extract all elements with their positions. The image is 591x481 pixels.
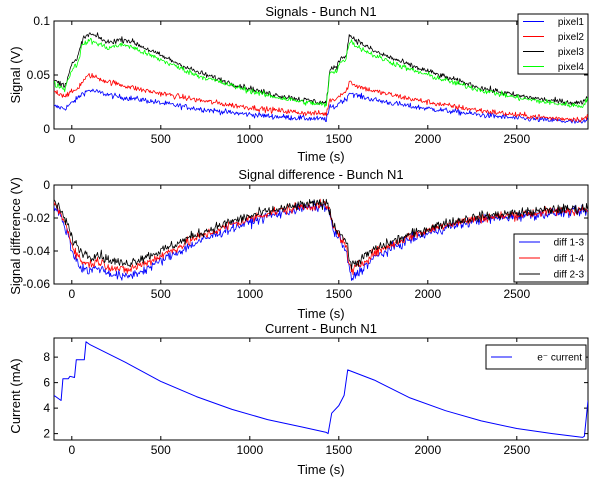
signals-xtick-label: 0 (68, 132, 75, 146)
signal-difference-legend-label: diff 1-3 (554, 238, 585, 249)
signals-xtick-label: 500 (151, 132, 171, 146)
signal-difference-ytick-label: -0.06 (23, 277, 51, 291)
signals-title: Signals - Bunch N1 (265, 4, 376, 19)
signals-series-line-2 (54, 73, 588, 123)
current-ylabel: Current (mA) (8, 358, 23, 433)
signal-difference-ytick-label: -0.04 (23, 244, 51, 258)
signals-xtick-label: 2500 (503, 132, 530, 146)
signal-difference-legend: diff 1-3 diff 1-4 diff 2-3 (513, 233, 589, 283)
signals-panel: Signals - Bunch N1 Time (s) Signal (V) 0… (8, 4, 589, 164)
signal-difference-legend-label: diff 2-3 (554, 270, 585, 281)
signal-difference-panel: Signal difference - Bunch N1 Time (s) Si… (8, 167, 589, 321)
signals-xtick-label: 2000 (414, 132, 441, 146)
current-title: Current - Bunch N1 (265, 321, 377, 336)
current-panel: Current - Bunch N1 Time (s) Current (mA)… (8, 321, 589, 477)
current-xtick-label: 1500 (325, 443, 352, 457)
signal-difference-xtick-label: 2000 (414, 287, 441, 301)
signals-xtick-label: 1500 (325, 132, 352, 146)
signals-legend-label: pixel2 (558, 32, 585, 43)
signal-difference-axes-box (53, 184, 589, 285)
signal-difference-xlabel: Time (s) (297, 306, 344, 321)
signals-legend-label: pixel1 (558, 17, 585, 28)
signals-legend-label: pixel3 (558, 47, 585, 58)
current-ytick-label: 4 (43, 401, 50, 415)
signal-difference-xtick-label: 2500 (503, 287, 530, 301)
signals-axes-box (53, 20, 589, 130)
signal-difference-xtick-label: 0 (68, 287, 75, 301)
signal-difference-legend-label: diff 1-4 (554, 254, 585, 265)
signals-legend: pixel1 pixel2 pixel3 pixel4 (517, 13, 589, 75)
current-xtick-label: 2000 (414, 443, 441, 457)
signals-xtick-label: 1000 (236, 132, 263, 146)
current-xtick-label: 1000 (236, 443, 263, 457)
signal-difference-ytick-label: -0.02 (23, 211, 51, 225)
signals-legend-label: pixel4 (558, 62, 585, 73)
signal-difference-series-line-3 (54, 198, 588, 270)
signal-difference-title: Signal difference - Bunch N1 (238, 167, 403, 182)
signal-difference-ylabel: Signal difference (V) (8, 177, 23, 295)
current-xtick-label: 2500 (503, 443, 530, 457)
signal-difference-xtick-label: 1000 (236, 287, 263, 301)
current-ytick-label: 8 (43, 350, 50, 364)
current-xtick-label: 500 (151, 443, 171, 457)
signals-series-line-4 (54, 37, 588, 108)
signals-ytick-label: 0.1 (33, 14, 50, 28)
signal-difference-xtick-label: 500 (151, 287, 171, 301)
signals-series-line-1 (54, 88, 588, 124)
current-ytick-label: 6 (43, 376, 50, 390)
current-xtick-label: 0 (68, 443, 75, 457)
current-ytick-label: 2 (43, 427, 50, 441)
signals-legend-box (517, 13, 589, 75)
signal-difference-xtick-label: 1500 (325, 287, 352, 301)
current-legend-label: e⁻ current (537, 353, 582, 364)
current-xlabel: Time (s) (297, 462, 344, 477)
signal-difference-ytick-label: 0 (43, 178, 50, 192)
signals-ytick-label: 0.05 (27, 68, 51, 82)
current-series-line-1 (54, 341, 588, 438)
current-legend: e⁻ current (485, 344, 587, 370)
signals-ytick-label: 0 (43, 122, 50, 136)
signals-xlabel: Time (s) (297, 149, 344, 164)
signals-ylabel: Signal (V) (8, 46, 23, 103)
